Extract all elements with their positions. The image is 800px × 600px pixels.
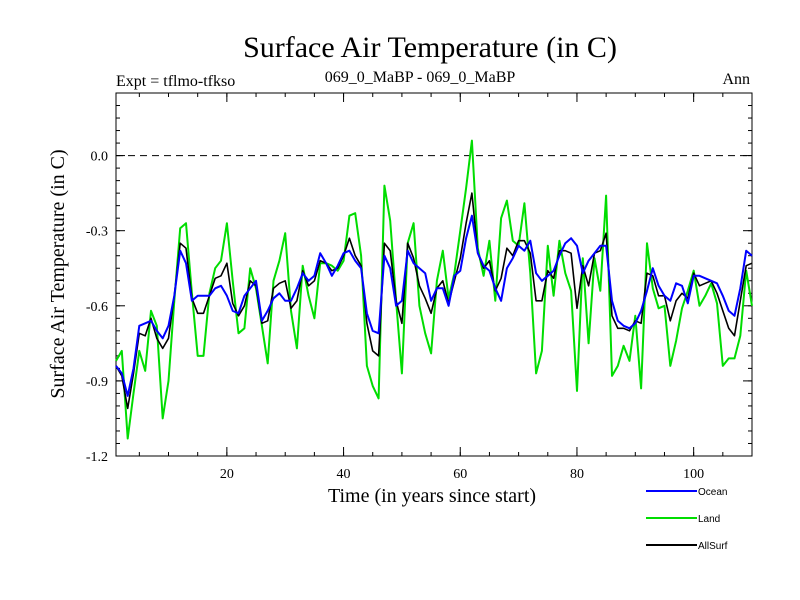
y-tick-label: -1.2 — [86, 450, 108, 465]
y-axis-label: Surface Air Temperature (in C) — [47, 149, 69, 398]
series-line-allsurf — [115, 192, 753, 410]
y-tick-label: 0.0 — [91, 150, 109, 165]
y-tick-label: -0.6 — [86, 300, 108, 315]
x-tick-label: 20 — [220, 467, 234, 482]
x-tick-label: 40 — [337, 467, 351, 482]
experiment-label: Expt = tflmo-tfkso — [116, 73, 235, 90]
legend-label-land: Land — [698, 514, 720, 525]
y-tick-label: -0.9 — [86, 375, 108, 390]
period-label: 069_0_MaBP - 069_0_MaBP — [325, 69, 516, 86]
x-tick-label: 60 — [453, 467, 467, 482]
y-tick-label: -0.3 — [86, 225, 108, 240]
legend-label-allsurf: AllSurf — [698, 541, 728, 552]
season-label: Ann — [722, 71, 750, 88]
axis-ticks: 0.0 -0.3 -0.6 -0.9 -1.2 20 40 60 80 100 — [86, 92, 753, 482]
x-axis-label: Time (in years since start) — [328, 485, 536, 507]
plot-frame — [115, 92, 753, 457]
legend-label-ocean: Ocean — [698, 487, 727, 498]
series-line-ocean — [115, 214, 753, 397]
chart-title: Surface Air Temperature (in C) — [243, 31, 617, 64]
series-lines — [115, 139, 753, 440]
x-tick-label: 100 — [683, 467, 704, 482]
x-tick-label: 80 — [570, 467, 584, 482]
legend: Ocean Land AllSurf — [646, 487, 728, 552]
series-line-land — [115, 139, 753, 440]
